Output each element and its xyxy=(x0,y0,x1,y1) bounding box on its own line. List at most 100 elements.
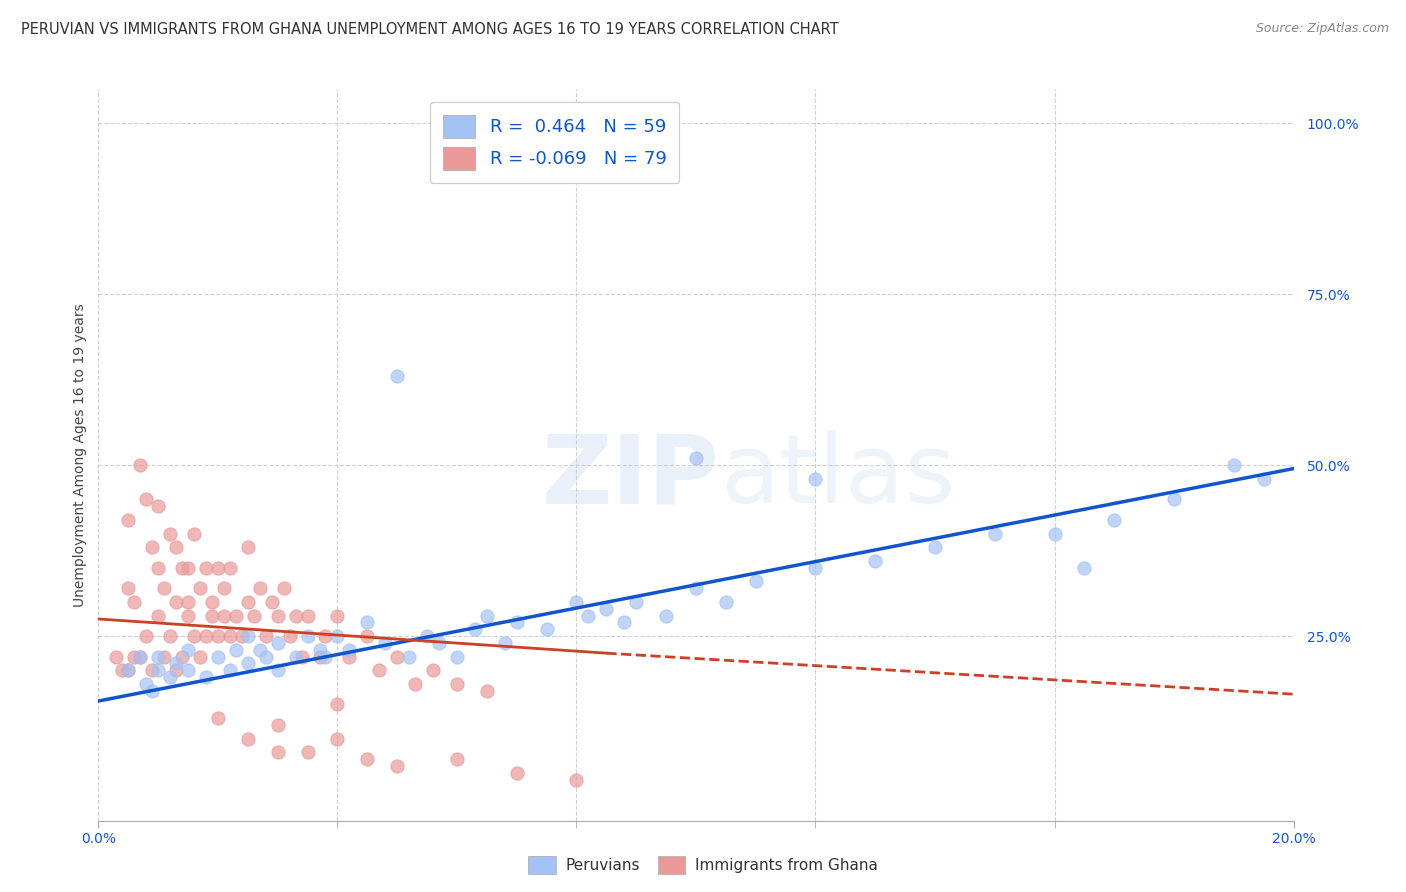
Point xyxy=(804,560,827,574)
Point xyxy=(117,513,139,527)
Point xyxy=(506,765,529,780)
Point xyxy=(148,649,170,664)
Point xyxy=(219,629,242,643)
Point xyxy=(1073,560,1095,574)
Legend: Peruvians, Immigrants from Ghana: Peruvians, Immigrants from Ghana xyxy=(523,850,883,880)
Point xyxy=(207,560,229,574)
Text: Source: ZipAtlas.com: Source: ZipAtlas.com xyxy=(1256,22,1389,36)
Point xyxy=(219,663,242,677)
Text: ZIP: ZIP xyxy=(541,430,720,524)
Point xyxy=(624,595,647,609)
Point xyxy=(506,615,529,630)
Point xyxy=(374,636,396,650)
Point xyxy=(153,581,176,595)
Point xyxy=(159,526,181,541)
Point xyxy=(231,629,253,643)
Point xyxy=(1223,458,1246,472)
Point xyxy=(188,649,211,664)
Point xyxy=(315,629,337,643)
Point xyxy=(1163,492,1185,507)
Point xyxy=(565,595,588,609)
Point xyxy=(297,745,319,759)
Point xyxy=(117,581,139,595)
Point xyxy=(446,677,468,691)
Point xyxy=(267,608,290,623)
Point xyxy=(129,458,152,472)
Point xyxy=(297,608,319,623)
Point xyxy=(326,608,349,623)
Point xyxy=(243,608,266,623)
Point xyxy=(284,608,307,623)
Text: PERUVIAN VS IMMIGRANTS FROM GHANA UNEMPLOYMENT AMONG AGES 16 TO 19 YEARS CORRELA: PERUVIAN VS IMMIGRANTS FROM GHANA UNEMPL… xyxy=(21,22,839,37)
Point xyxy=(148,499,170,513)
Point xyxy=(177,663,200,677)
Point xyxy=(464,622,486,636)
Point xyxy=(236,595,259,609)
Point xyxy=(254,649,277,664)
Point xyxy=(565,772,588,787)
Point xyxy=(165,595,187,609)
Point xyxy=(404,677,426,691)
Point xyxy=(267,636,290,650)
Point xyxy=(172,649,194,664)
Point xyxy=(368,663,391,677)
Point xyxy=(188,581,211,595)
Point xyxy=(475,683,498,698)
Point xyxy=(141,663,163,677)
Point xyxy=(267,718,290,732)
Point xyxy=(141,540,163,554)
Point xyxy=(254,629,277,643)
Point xyxy=(297,629,319,643)
Point xyxy=(356,615,378,630)
Point xyxy=(308,649,330,664)
Point xyxy=(111,663,134,677)
Point xyxy=(124,649,146,664)
Point xyxy=(804,472,827,486)
Point xyxy=(194,629,218,643)
Point xyxy=(398,649,420,664)
Point xyxy=(194,560,218,574)
Point xyxy=(225,642,247,657)
Legend: R =  0.464   N = 59, R = -0.069   N = 79: R = 0.464 N = 59, R = -0.069 N = 79 xyxy=(430,102,679,183)
Point xyxy=(356,752,378,766)
Point xyxy=(201,608,224,623)
Point xyxy=(236,540,259,554)
Point xyxy=(685,451,707,466)
Point xyxy=(613,615,636,630)
Point xyxy=(207,649,229,664)
Point xyxy=(207,629,229,643)
Point xyxy=(148,608,170,623)
Point xyxy=(356,629,378,643)
Point xyxy=(924,540,946,554)
Point xyxy=(148,560,170,574)
Point xyxy=(273,581,295,595)
Point xyxy=(165,540,187,554)
Point xyxy=(236,731,259,746)
Point xyxy=(308,642,330,657)
Point xyxy=(183,526,205,541)
Point xyxy=(177,608,200,623)
Point xyxy=(148,663,170,677)
Point xyxy=(249,642,271,657)
Text: atlas: atlas xyxy=(720,430,955,524)
Point xyxy=(207,711,229,725)
Point xyxy=(129,649,152,664)
Point xyxy=(153,649,176,664)
Point xyxy=(339,649,360,664)
Point xyxy=(225,608,247,623)
Point xyxy=(135,629,157,643)
Point xyxy=(249,581,271,595)
Point xyxy=(427,636,450,650)
Point xyxy=(236,629,259,643)
Point xyxy=(685,581,707,595)
Point xyxy=(219,560,242,574)
Point xyxy=(117,663,139,677)
Point xyxy=(326,731,349,746)
Point xyxy=(290,649,312,664)
Point xyxy=(267,745,290,759)
Point xyxy=(385,369,409,384)
Point xyxy=(475,608,498,623)
Point xyxy=(212,608,235,623)
Point xyxy=(446,752,468,766)
Y-axis label: Unemployment Among Ages 16 to 19 years: Unemployment Among Ages 16 to 19 years xyxy=(73,303,87,607)
